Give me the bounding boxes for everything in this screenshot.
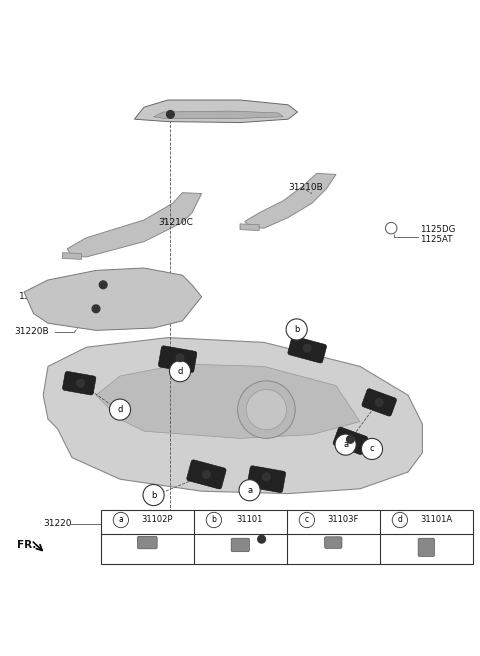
Polygon shape — [62, 253, 82, 259]
Text: 1125AT: 1125AT — [420, 235, 453, 243]
FancyBboxPatch shape — [187, 460, 226, 489]
Circle shape — [113, 512, 129, 527]
Text: 31210B: 31210B — [288, 183, 323, 192]
Circle shape — [238, 380, 295, 438]
Text: 1125DA: 1125DA — [288, 548, 324, 557]
Circle shape — [263, 473, 270, 481]
Circle shape — [392, 512, 408, 527]
Text: d: d — [177, 367, 183, 376]
Circle shape — [92, 305, 100, 313]
FancyBboxPatch shape — [101, 510, 473, 564]
Text: 31101: 31101 — [237, 516, 263, 525]
FancyBboxPatch shape — [362, 388, 396, 416]
FancyBboxPatch shape — [333, 427, 368, 455]
Text: b: b — [294, 325, 300, 334]
Circle shape — [239, 480, 260, 501]
Circle shape — [206, 512, 222, 527]
Text: d: d — [117, 405, 123, 414]
Circle shape — [361, 438, 383, 459]
Text: a: a — [343, 440, 348, 449]
Circle shape — [203, 470, 210, 478]
Text: c: c — [305, 516, 309, 525]
Polygon shape — [24, 268, 202, 331]
Text: FR.: FR. — [17, 540, 36, 550]
FancyBboxPatch shape — [418, 538, 434, 556]
Text: 1327AC: 1327AC — [19, 293, 54, 301]
FancyBboxPatch shape — [324, 537, 342, 548]
Circle shape — [169, 361, 191, 382]
Text: 1125DG: 1125DG — [420, 225, 456, 234]
Text: 31220B: 31220B — [14, 327, 49, 337]
Circle shape — [385, 222, 397, 234]
Text: 31210C: 31210C — [158, 218, 193, 227]
FancyBboxPatch shape — [288, 336, 326, 363]
Text: 31220: 31220 — [43, 520, 72, 528]
Polygon shape — [245, 173, 336, 228]
Polygon shape — [67, 193, 202, 257]
Circle shape — [246, 390, 287, 430]
Circle shape — [375, 399, 383, 406]
Polygon shape — [43, 338, 422, 493]
Circle shape — [299, 512, 314, 527]
FancyBboxPatch shape — [247, 466, 286, 493]
Polygon shape — [240, 224, 259, 230]
Text: a: a — [119, 516, 123, 525]
Circle shape — [77, 379, 84, 387]
Circle shape — [143, 485, 164, 506]
Polygon shape — [134, 100, 298, 123]
Text: 31103F: 31103F — [327, 516, 359, 525]
Circle shape — [109, 399, 131, 420]
Circle shape — [167, 111, 174, 118]
Text: b: b — [212, 516, 216, 525]
FancyBboxPatch shape — [158, 346, 197, 373]
Circle shape — [99, 281, 107, 289]
Text: 31101A: 31101A — [420, 516, 452, 525]
FancyBboxPatch shape — [137, 537, 157, 549]
Circle shape — [286, 319, 307, 340]
Circle shape — [347, 436, 354, 443]
FancyBboxPatch shape — [231, 538, 250, 552]
Text: 31102P: 31102P — [141, 516, 173, 525]
Circle shape — [258, 535, 265, 543]
Polygon shape — [154, 111, 283, 119]
Polygon shape — [96, 364, 360, 438]
Circle shape — [303, 344, 311, 352]
Circle shape — [176, 354, 184, 361]
Text: a: a — [247, 485, 252, 495]
Text: c: c — [370, 445, 374, 453]
Circle shape — [335, 434, 356, 455]
FancyBboxPatch shape — [62, 371, 96, 395]
Text: d: d — [397, 516, 402, 525]
Text: b: b — [151, 491, 156, 499]
